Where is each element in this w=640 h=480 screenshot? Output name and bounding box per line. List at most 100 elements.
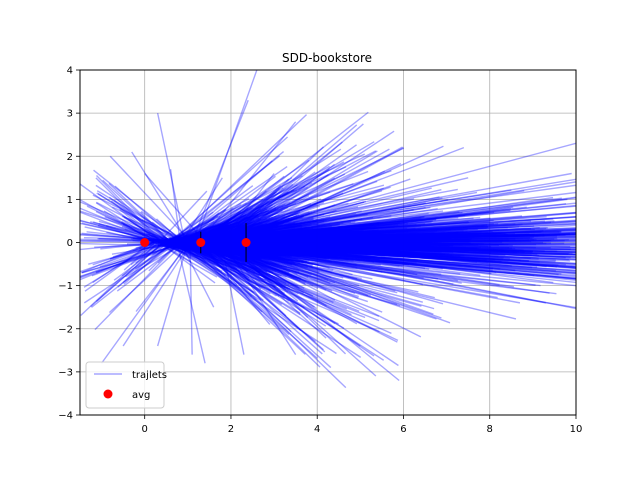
trajlet-line	[186, 165, 330, 243]
trajlet-line	[171, 242, 223, 253]
trajlet-line	[181, 239, 240, 269]
trajlet-line	[176, 241, 400, 248]
trajlet-line	[210, 198, 415, 239]
trajlet-line	[156, 241, 189, 347]
trajlet-line	[168, 218, 554, 240]
trajlet-line	[211, 242, 437, 320]
trajlet-line	[180, 243, 401, 264]
trajlet-line	[206, 243, 286, 287]
trajlet-line	[166, 241, 216, 265]
trajlet-line	[181, 216, 245, 242]
trajlet-line	[188, 226, 489, 246]
trajlet-line	[189, 244, 336, 284]
trajlet-line	[211, 236, 322, 240]
trajlet-line	[247, 245, 380, 260]
trajlet-line	[238, 242, 547, 246]
trajlet-line	[241, 241, 554, 284]
trajlet-line	[194, 187, 432, 246]
trajlet-line	[233, 241, 571, 259]
trajlet-line	[247, 243, 462, 284]
trajlet-line	[225, 163, 336, 245]
trajlet-line	[182, 184, 576, 241]
trajlet-line	[160, 236, 199, 245]
trajlet-line	[161, 232, 247, 242]
trajlet-line	[232, 190, 525, 242]
trajlet-line	[188, 241, 271, 295]
trajlet-line	[219, 240, 415, 247]
trajlet-line	[237, 238, 576, 270]
trajlet-line	[177, 241, 223, 257]
trajlet-line	[220, 239, 451, 324]
trajlet-line	[81, 222, 174, 246]
trajlet-line	[174, 241, 290, 274]
trajlet-line	[166, 244, 576, 274]
trajlet-line	[177, 243, 576, 280]
y-tick-label: −2	[58, 324, 73, 335]
trajlet-line	[95, 177, 165, 246]
trajlet-line	[238, 245, 576, 261]
trajlet-line	[198, 198, 264, 246]
trajlet-line	[196, 242, 298, 255]
trajlet-line	[234, 237, 433, 242]
trajlet-line	[212, 230, 262, 246]
trajlet-line	[179, 218, 437, 245]
trajlet-line	[171, 218, 215, 242]
trajlet-line	[211, 211, 495, 243]
trajlet-line	[205, 232, 284, 243]
trajlet-line	[223, 242, 262, 290]
trajlet-line	[175, 243, 270, 256]
trajlet-line	[197, 191, 478, 243]
trajlet-line	[185, 223, 375, 242]
trajlet-line	[214, 223, 369, 243]
trajlet-line	[232, 234, 394, 243]
trajlet-line	[172, 226, 245, 241]
trajlet-line	[163, 239, 261, 254]
trajlet-line	[180, 241, 408, 248]
trajlet-line	[184, 241, 362, 280]
trajlet-line	[206, 239, 319, 242]
trajlet-line	[206, 240, 342, 244]
trajlet-line	[167, 240, 222, 254]
trajlet-line	[148, 243, 177, 272]
trajlet-line	[200, 246, 413, 258]
trajlet-line	[193, 242, 576, 256]
trajlet-line	[169, 216, 576, 241]
trajlet-line	[186, 241, 316, 343]
trajlet-line	[207, 240, 287, 317]
trajlet-line	[179, 239, 392, 334]
trajlet-line	[123, 216, 168, 244]
trajlet-line	[212, 242, 576, 284]
trajlet-line	[244, 243, 576, 255]
trajlet-line	[196, 229, 379, 245]
x-tick-label: 10	[570, 424, 583, 435]
trajlet-line	[189, 233, 295, 242]
trajlet-line	[222, 233, 335, 241]
trajlet-line	[181, 242, 540, 266]
trajlet-line	[225, 219, 437, 243]
trajlet-line	[207, 217, 303, 241]
trajlet-line	[178, 243, 218, 252]
trajlet-line	[241, 244, 529, 262]
trajlet-line	[209, 222, 257, 242]
trajlet-line	[83, 242, 176, 304]
trajlet-line	[156, 112, 186, 242]
trajlet-line	[236, 233, 571, 250]
trajlet-line	[213, 244, 488, 248]
trajlet-line	[180, 242, 401, 307]
trajlet-line	[230, 228, 531, 246]
trajlet-line	[206, 233, 326, 242]
trajlet-line	[220, 226, 303, 243]
trajlet-line	[200, 218, 230, 246]
trajlet-line	[233, 240, 362, 244]
trajlet-line	[95, 239, 166, 302]
trajlet-line	[175, 243, 269, 247]
trajlet-line	[174, 205, 576, 242]
trajlet-line	[96, 201, 180, 246]
trajlet-line	[176, 238, 516, 245]
trajlet-line	[240, 238, 461, 258]
trajlet-line	[163, 230, 269, 246]
trajlet-line	[226, 130, 395, 243]
trajlet-line	[186, 243, 256, 274]
y-tick-label: 3	[67, 109, 73, 120]
trajlet-line	[214, 244, 575, 268]
